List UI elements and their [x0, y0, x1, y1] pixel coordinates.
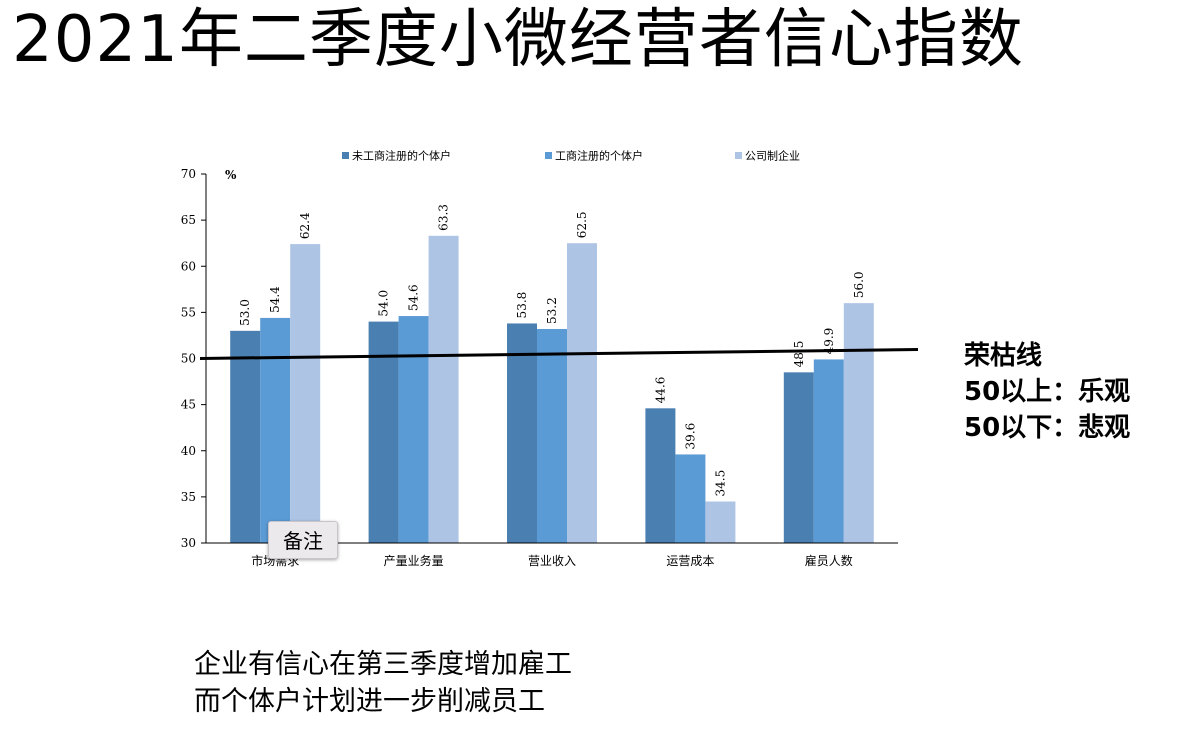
bar: [813, 359, 844, 543]
data-label: 53.2: [545, 297, 559, 324]
data-label: 62.5: [575, 211, 589, 238]
y-tick-label: 45: [181, 398, 196, 412]
data-label: 34.5: [713, 470, 727, 497]
data-labels-group: 53.0 54.4 62.4 54.0 54.6 63.3 53.8 53.2 62.5 44.6…: [238, 204, 866, 496]
y-tick-label: 35: [181, 490, 196, 504]
data-label: 54.4: [268, 286, 282, 313]
legend-swatch: [545, 152, 552, 159]
conclusion-line: 企业有信心在第三季度增加雇工: [194, 649, 572, 680]
bar: [398, 316, 429, 543]
y-tick-label: 60: [181, 259, 196, 273]
y-tick-label: 65: [181, 213, 196, 227]
x-category-label: 营业收入: [528, 554, 576, 568]
data-label: 54.6: [407, 284, 421, 311]
legend-label: 工商注册的个体户: [555, 149, 643, 163]
data-label: 44.6: [653, 377, 667, 404]
conclusion-line: 而个体户计划进一步削减员工: [194, 686, 545, 717]
data-label: 53.8: [515, 292, 529, 319]
bar: [675, 454, 706, 543]
y-axis-unit: %: [225, 168, 237, 182]
threshold-note-line: 荣枯线: [964, 341, 1043, 371]
bar: [230, 330, 261, 543]
bar: [290, 244, 321, 544]
data-label: 62.4: [298, 212, 312, 239]
threshold-line: [199, 348, 919, 360]
y-tick-label: 50: [181, 352, 196, 366]
page-title: 2021年二季度小微经营者信心指数: [12, 3, 1024, 77]
bar: [567, 243, 597, 543]
data-label: 56.0: [852, 271, 866, 298]
data-label: 63.3: [437, 204, 451, 231]
bar: [783, 372, 814, 543]
bar: [645, 408, 676, 543]
data-label: 53.0: [238, 299, 252, 326]
y-axis: 30 35 40 45 50 55 60 65 70: [181, 167, 207, 550]
x-category-label: 产量业务量: [384, 553, 444, 568]
bar: [537, 328, 567, 543]
bar: [368, 321, 399, 543]
legend-label: 未工商注册的个体户: [352, 149, 451, 163]
bars-group: [230, 235, 874, 544]
bar: [507, 323, 537, 543]
bar: [260, 317, 291, 543]
bar: [705, 501, 736, 543]
notes-button[interactable]: 备注: [268, 521, 338, 559]
y-tick-label: 30: [181, 536, 196, 550]
y-tick-label: 40: [181, 444, 196, 458]
y-tick-label: 70: [181, 167, 196, 181]
chart-legend: 未工商注册的个体户 工商注册的个体户 公司制企业: [342, 149, 800, 163]
x-category-label: 运营成本: [666, 554, 714, 568]
data-label: 48.5: [792, 341, 806, 368]
data-label: 54.0: [377, 290, 391, 317]
x-category-label: 雇员人数: [805, 553, 853, 568]
threshold-note: 荣枯线 50以上：乐观 50以下：悲观: [964, 338, 1130, 446]
threshold-note-line: 50以上：乐观: [964, 377, 1131, 407]
conclusion-note: 企业有信心在第三季度增加雇工 而个体户计划进一步削减员工: [194, 646, 572, 720]
bar: [428, 235, 459, 543]
threshold-note-line: 50以下：悲观: [964, 413, 1131, 443]
y-tick-label: 55: [181, 305, 196, 319]
legend-swatch: [342, 152, 349, 159]
data-label: 39.6: [683, 423, 697, 450]
data-label: 49.9: [822, 328, 836, 355]
legend-label: 公司制企业: [745, 149, 800, 163]
bar: [843, 303, 874, 543]
legend-swatch: [735, 152, 742, 159]
